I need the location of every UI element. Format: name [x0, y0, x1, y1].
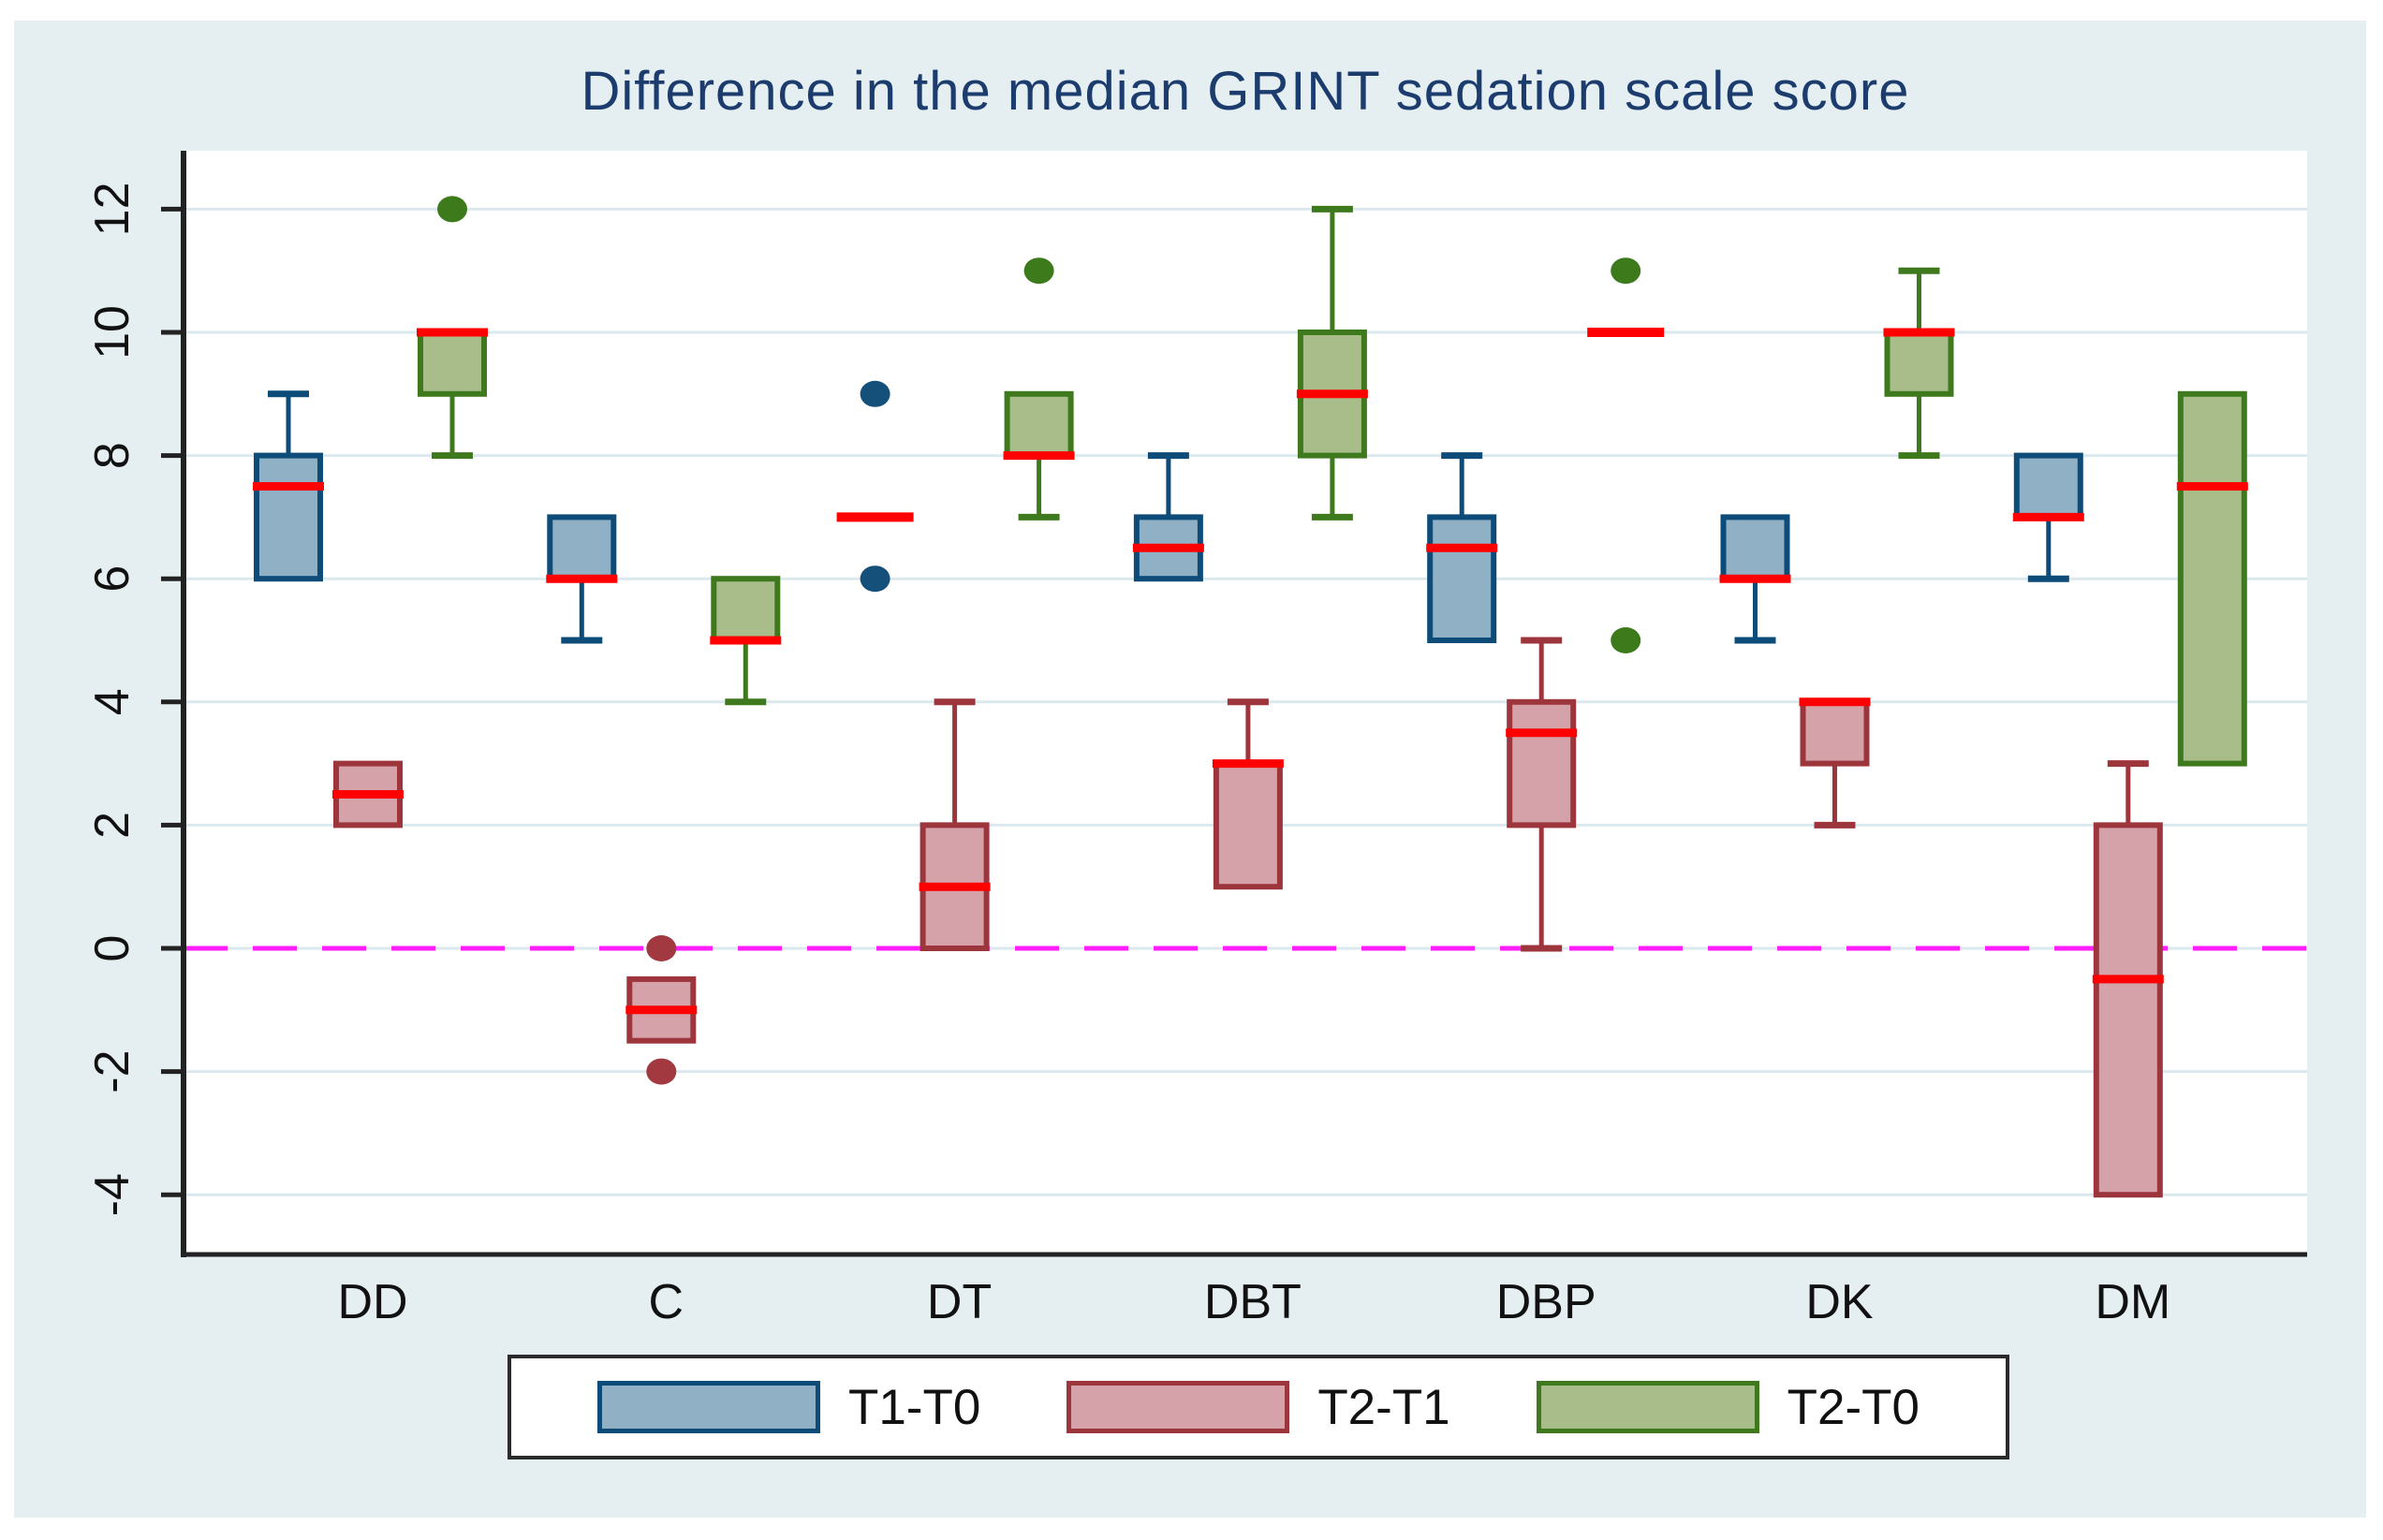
y-tick-label-4: 4	[85, 688, 140, 715]
x-category-label-DM: DM	[2095, 1275, 2170, 1329]
box-T2-T0-DBP	[1587, 257, 1665, 653]
box-T2-T0-DM	[2176, 390, 2248, 767]
box-T2-T1-DK	[1799, 697, 1871, 829]
x-category-label-DT: DT	[927, 1275, 992, 1329]
box-T1-T0-DM	[2012, 452, 2084, 582]
x-category-label-DBT: DBT	[1204, 1275, 1302, 1329]
box-T2-T0-DT	[1003, 257, 1075, 521]
legend-label-t1-t0: T1-T0	[847, 1379, 981, 1435]
box-T1-T0-DK	[1719, 514, 1791, 644]
y-tick-label--2: -2	[85, 1049, 140, 1093]
box-T1-T0-DBT	[1132, 452, 1204, 582]
box-T2-T1-DD	[332, 760, 404, 829]
legend-swatch-t1-t0	[596, 1381, 820, 1433]
box-T2-T1-DT	[919, 698, 991, 952]
box-T2-T0-DK	[1883, 267, 1955, 460]
box-T2-T1-DBP	[1506, 637, 1578, 952]
x-category-label-DK: DK	[1805, 1275, 1874, 1329]
box-T2-T0-C	[710, 576, 782, 706]
x-category-label-DBP: DBP	[1496, 1275, 1596, 1329]
legend-label-t2-t0: T2-T0	[1787, 1379, 1920, 1435]
y-tick-label-2: 2	[85, 812, 140, 839]
y-tick-label-0: 0	[85, 935, 140, 962]
legend-swatch-t2-t1	[1066, 1381, 1290, 1433]
y-tick-label--4: -4	[85, 1173, 140, 1216]
x-category-label-C: C	[649, 1275, 684, 1329]
y-tick-label-12: 12	[85, 182, 140, 236]
box-T2-T1-DM	[2092, 760, 2164, 1198]
box-T1-T0-DD	[253, 390, 324, 582]
legend-swatch-t2-t0	[1536, 1381, 1759, 1433]
legend-label-t2-t1: T2-T1	[1317, 1379, 1450, 1435]
x-category-label-DD: DD	[337, 1275, 407, 1329]
box-T2-T1-C	[625, 935, 698, 1085]
legend-item-t2-t1: T2-T1	[1066, 1379, 1450, 1436]
box-T1-T0-C	[546, 514, 618, 644]
box-T1-T0-DT	[836, 380, 914, 593]
box-T2-T0-DD	[417, 196, 488, 460]
y-tick-label-6: 6	[85, 565, 140, 593]
box-T2-T0-DBT	[1296, 205, 1368, 521]
y-tick-label-10: 10	[85, 305, 140, 359]
legend-item-t1-t0: T1-T0	[596, 1379, 981, 1436]
box-T2-T1-DBT	[1212, 698, 1284, 890]
box-T1-T0-DBP	[1426, 452, 1498, 644]
chart-title: Difference in the median GRINT sedation …	[581, 61, 1910, 122]
legend: T1-T0 T2-T1 T2-T0	[507, 1355, 2009, 1459]
legend-item-t2-t0: T2-T0	[1536, 1379, 1920, 1436]
y-tick-label-8: 8	[85, 442, 140, 469]
